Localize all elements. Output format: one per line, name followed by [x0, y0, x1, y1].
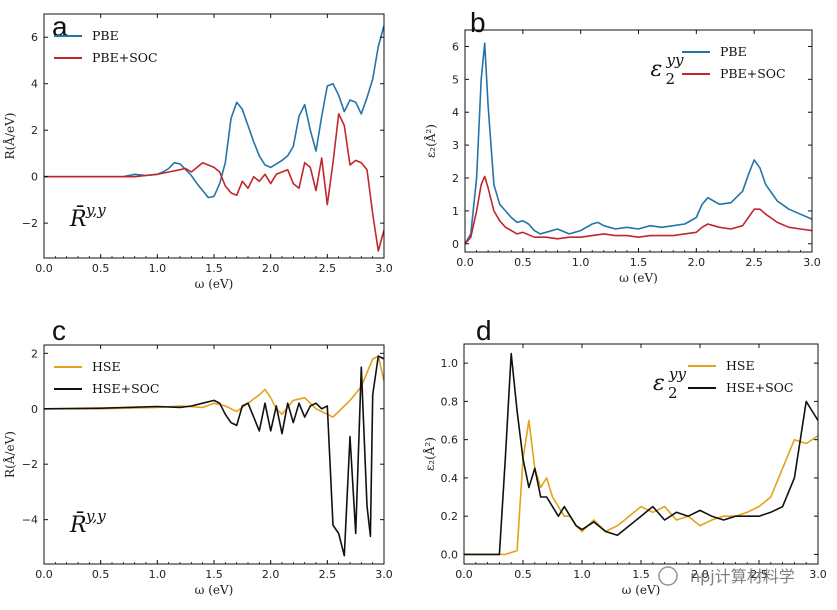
- y-tick-label-d: 0.2: [441, 510, 459, 523]
- y-axis-label-c: R(Å/eV): [2, 431, 17, 478]
- y-tick-label-a: 2: [31, 124, 38, 137]
- x-tick-label-b: 0.5: [514, 256, 532, 269]
- x-tick-label-d: 3.0: [809, 568, 827, 581]
- x-tick-label-a: 0.5: [92, 262, 110, 275]
- legend-label-a: PBE: [92, 28, 119, 43]
- y-tick-label-c: −2: [22, 458, 38, 471]
- x-tick-label-c: 3.0: [375, 568, 393, 581]
- panel-letter-b: b: [470, 7, 486, 38]
- annotation-symbol-c: R̄: [69, 511, 87, 538]
- annotation-symbol-a: R̄: [69, 205, 87, 232]
- y-tick-label-c: 2: [31, 347, 38, 360]
- legend-label-b: PBE+SOC: [720, 66, 786, 81]
- annotation-superscript-b: yy: [666, 51, 684, 69]
- y-tick-label-d: 0.8: [441, 395, 459, 408]
- y-tick-label-b: 0: [452, 238, 459, 251]
- x-tick-label-d: 0.5: [514, 568, 532, 581]
- x-tick-label-d: 1.5: [632, 568, 650, 581]
- annotation-symbol-b: ε: [651, 57, 663, 82]
- x-tick-label-a: 2.0: [262, 262, 280, 275]
- x-tick-label-a: 2.5: [319, 262, 337, 275]
- y-tick-label-a: 6: [31, 31, 38, 44]
- y-axis-label-b: ε₂(Å²): [423, 124, 438, 158]
- y-tick-label-b: 3: [452, 139, 459, 152]
- y-tick-label-a: −2: [22, 217, 38, 230]
- panel-b: 0.0 0.5 1.0 1.5 2.0 2.5 3.0 0 1 2 3 4 5 6 ω (eV) ε₂(Å²)…: [423, 7, 821, 285]
- y-tick-label-c: −4: [22, 514, 38, 527]
- annotation-symbol-d: ε: [653, 371, 665, 396]
- y-tick-label-d: 1.0: [441, 357, 459, 370]
- x-tick-label-a: 1.0: [149, 262, 167, 275]
- watermark-logo-icon: [658, 566, 678, 586]
- series-line-a-pbe-soc: [44, 113, 384, 252]
- x-tick-label-a: 1.5: [205, 262, 223, 275]
- annotation-superscript-d: yy: [668, 365, 686, 383]
- panel-letter-a: a: [52, 11, 68, 42]
- x-tick-label-d: 2.0: [691, 568, 709, 581]
- x-tick-label-b: 1.5: [630, 256, 648, 269]
- x-tick-label-c: 1.5: [205, 568, 223, 581]
- y-tick-label-d: 0.0: [441, 548, 459, 561]
- x-axis-label-c: ω (eV): [195, 583, 234, 597]
- series-line-b-pbe: [465, 42, 812, 245]
- x-tick-label-a: 0.0: [35, 262, 53, 275]
- x-tick-label-b: 0.0: [456, 256, 474, 269]
- x-tick-label-b: 1.0: [572, 256, 590, 269]
- panel-a: 0.0 0.5 1.0 1.5 2.0 2.5 3.0 −2 0 2 4 6 ω (eV) R(Å/eV)…: [2, 11, 393, 291]
- legend-label-a: PBE+SOC: [92, 50, 158, 65]
- y-tick-label-c: 0: [31, 403, 38, 416]
- watermark-text: npj计算材料学: [690, 567, 795, 586]
- series-line-a-pbe: [44, 25, 384, 199]
- panel-letter-d: d: [476, 315, 492, 346]
- series-line-b-pbe-soc: [465, 175, 812, 245]
- panel-letter-c: c: [52, 315, 66, 346]
- legend-label-c: HSE: [92, 359, 121, 374]
- x-tick-label-b: 2.5: [745, 256, 763, 269]
- x-axis-label-b: ω (eV): [619, 271, 658, 285]
- series-line-d-hse-soc: [464, 352, 818, 556]
- y-tick-label-b: 6: [452, 40, 459, 53]
- annotation-subscript-b: 2: [666, 70, 676, 88]
- y-tick-label-a: 4: [31, 78, 38, 91]
- legend-label-b: PBE: [720, 44, 747, 59]
- y-tick-label-d: 0.6: [441, 434, 459, 447]
- plot-frame-b: [464, 29, 813, 253]
- x-tick-label-d: 1.0: [573, 568, 591, 581]
- y-axis-label-a: R(Å/eV): [2, 113, 17, 160]
- x-tick-label-c: 2.5: [319, 568, 337, 581]
- x-axis-label-a: ω (eV): [195, 277, 234, 291]
- x-tick-label-c: 2.0: [262, 568, 280, 581]
- annotation-superscript-a: y,y: [85, 201, 106, 219]
- legend-label-d: HSE: [726, 358, 755, 373]
- series-line-c-hse-soc: [44, 355, 384, 557]
- y-tick-label-b: 2: [452, 172, 459, 185]
- series-line-d-hse: [464, 419, 818, 556]
- x-tick-label-d: 2.5: [750, 568, 768, 581]
- x-tick-label-c: 0.0: [35, 568, 53, 581]
- legend-label-d: HSE+SOC: [726, 380, 793, 395]
- legend-label-c: HSE+SOC: [92, 381, 159, 396]
- y-axis-label-d: ε₂(Å²): [422, 437, 437, 471]
- plot-frame-d: [463, 343, 819, 565]
- x-tick-label-b: 2.0: [688, 256, 706, 269]
- y-tick-label-d: 0.4: [441, 472, 459, 485]
- x-tick-label-d: 0.0: [455, 568, 473, 581]
- y-tick-label-b: 5: [452, 73, 459, 86]
- y-tick-label-b: 1: [452, 205, 459, 218]
- annotation-superscript-c: y,y: [85, 507, 106, 525]
- x-tick-label-b: 3.0: [803, 256, 821, 269]
- x-tick-label-c: 1.0: [149, 568, 167, 581]
- x-tick-label-a: 3.0: [375, 262, 393, 275]
- y-tick-label-a: 0: [31, 171, 38, 184]
- panel-c: 0.0 0.5 1.0 1.5 2.0 2.5 3.0 −4 −2 0 2 ω (eV) R(Å/eV)…: [2, 315, 393, 597]
- panel-d: 0.0 0.5 1.0 1.5 2.0 2.5 3.0 0.0 0.2 0.4 0.6 0.8 1.0 ω…: [422, 315, 827, 597]
- y-tick-label-b: 4: [452, 106, 459, 119]
- x-tick-label-c: 0.5: [92, 568, 110, 581]
- annotation-subscript-d: 2: [668, 384, 678, 402]
- x-axis-label-d: ω (eV): [622, 583, 661, 597]
- plot-frame-c: [43, 344, 385, 565]
